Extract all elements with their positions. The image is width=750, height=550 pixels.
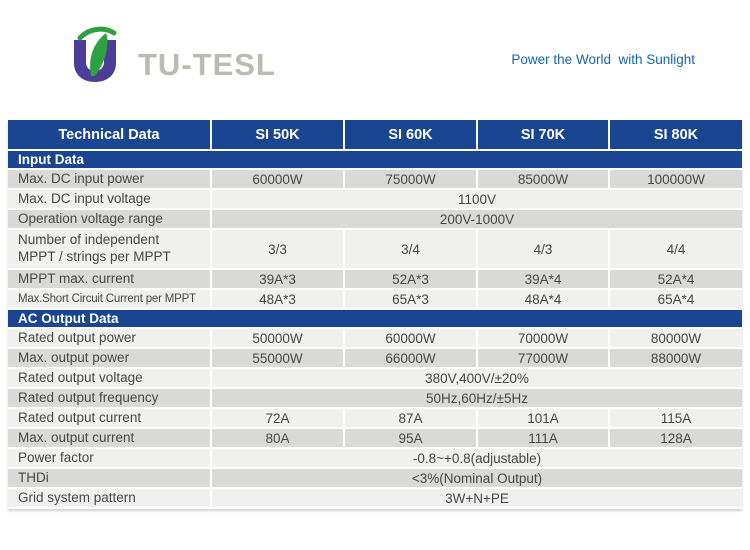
table-row: Rated output voltage 380V,400V/±20%	[8, 369, 742, 389]
value-cell: 87A	[345, 409, 478, 429]
table-row: Max. output current 80A 95A 111A 128A	[8, 429, 742, 449]
header-cell-si-80k: SI 80K	[610, 120, 742, 151]
section-row: AC Output Data	[8, 310, 742, 329]
section-label: Input Data	[8, 151, 742, 170]
span-value-cell: 200V-1000V	[212, 210, 742, 230]
span-value-cell: 50Hz,60Hz/±5Hz	[212, 389, 742, 409]
value-cell: 48A*3	[212, 290, 345, 310]
value-cell: 100000W	[610, 170, 742, 190]
value-cell: 115A	[610, 409, 742, 429]
value-cell: 80A	[212, 429, 345, 449]
brand-logo: TU-TESL	[64, 26, 276, 84]
table-row: Rated output frequency 50Hz,60Hz/±5Hz	[8, 389, 742, 409]
spec-table-container: Technical Data SI 50K SI 60K SI 70K SI 8…	[8, 120, 742, 509]
value-cell: 39A*3	[212, 270, 345, 290]
header-cell-si-70k: SI 70K	[478, 120, 610, 151]
row-label-cell: Grid system pattern	[8, 489, 212, 509]
header-cell-si-50k: SI 50K	[212, 120, 345, 151]
table-row: Power factor -0.8~+0.8(adjustable)	[8, 449, 742, 469]
row-label-cell: Number of independent MPPT / strings per…	[8, 230, 212, 270]
span-value-cell: 380V,400V/±20%	[212, 369, 742, 389]
row-label-cell: Rated output voltage	[8, 369, 212, 389]
value-cell: 70000W	[478, 329, 610, 349]
table-row: Max. output power 55000W 66000W 77000W 88000…	[8, 349, 742, 369]
value-cell: 80000W	[610, 329, 742, 349]
header-cell-technical-data: Technical Data	[8, 120, 212, 151]
value-cell: 75000W	[345, 170, 478, 190]
value-cell: 50000W	[212, 329, 345, 349]
table-row: Max.Short Circuit Current per MPPT 48A*3 6…	[8, 290, 742, 310]
value-cell: 111A	[478, 429, 610, 449]
row-label-cell: Max. output power	[8, 349, 212, 369]
row-label-cell: THDi	[8, 469, 212, 489]
table-row: Operation voltage range 200V-1000V	[8, 210, 742, 230]
value-cell: 72A	[212, 409, 345, 429]
value-cell: 128A	[610, 429, 742, 449]
value-cell: 65A*4	[610, 290, 742, 310]
row-label-cell: Operation voltage range	[8, 210, 212, 230]
table-row: Grid system pattern 3W+N+PE	[8, 489, 742, 509]
table-row: MPPT max. current 39A*3 52A*3 39A*4 52A*4	[8, 270, 742, 290]
value-cell: 52A*3	[345, 270, 478, 290]
value-cell: 60000W	[212, 170, 345, 190]
value-cell: 4/4	[610, 230, 742, 270]
row-label-cell: MPPT max. current	[8, 270, 212, 290]
value-cell: 77000W	[478, 349, 610, 369]
row-label-cell: Rated output power	[8, 329, 212, 349]
value-cell: 4/3	[478, 230, 610, 270]
value-cell: 66000W	[345, 349, 478, 369]
value-cell: 85000W	[478, 170, 610, 190]
table-row: Max. DC input voltage 1100V	[8, 190, 742, 210]
table-row: Rated output power 50000W 60000W 70000W 8000…	[8, 329, 742, 349]
brand-header: TU-TESL Power the World with Sunlight	[0, 0, 750, 120]
value-cell: 52A*4	[610, 270, 742, 290]
section-row: Input Data	[8, 151, 742, 170]
span-value-cell: 1100V	[212, 190, 742, 210]
header-cell-si-60k: SI 60K	[345, 120, 478, 151]
spec-table: Technical Data SI 50K SI 60K SI 70K SI 8…	[8, 120, 742, 509]
table-header-row: Technical Data SI 50K SI 60K SI 70K SI 8…	[8, 120, 742, 151]
value-cell: 60000W	[345, 329, 478, 349]
table-row: Max. DC input power 60000W 75000W 85000W 100…	[8, 170, 742, 190]
brand-tagline: Power the World with Sunlight	[511, 52, 695, 67]
row-label-cell: Max.Short Circuit Current per MPPT	[8, 290, 212, 310]
row-label-cell: Max. DC input power	[8, 170, 212, 190]
table-row: Rated output current 72A 87A 101A 115A	[8, 409, 742, 429]
value-cell: 48A*4	[478, 290, 610, 310]
value-cell: 55000W	[212, 349, 345, 369]
value-cell: 3/3	[212, 230, 345, 270]
value-cell: 88000W	[610, 349, 742, 369]
row-label-cell: Max. DC input voltage	[8, 190, 212, 210]
span-value-cell: <3%(Nominal Output)	[212, 469, 742, 489]
value-cell: 3/4	[345, 230, 478, 270]
row-label-cell: Rated output frequency	[8, 389, 212, 409]
value-cell: 95A	[345, 429, 478, 449]
table-row: Number of independent MPPT / strings per…	[8, 230, 742, 270]
row-label-cell: Rated output current	[8, 409, 212, 429]
span-value-cell: -0.8~+0.8(adjustable)	[212, 449, 742, 469]
row-label-cell: Power factor	[8, 449, 212, 469]
brand-logo-text: TU-TESL	[138, 47, 276, 82]
value-cell: 65A*3	[345, 290, 478, 310]
sprout-u-logo-icon	[74, 26, 117, 82]
value-cell: 101A	[478, 409, 610, 429]
table-row: THDi <3%(Nominal Output)	[8, 469, 742, 489]
row-label-cell: Max. output current	[8, 429, 212, 449]
section-label: AC Output Data	[8, 310, 742, 329]
value-cell: 39A*4	[478, 270, 610, 290]
span-value-cell: 3W+N+PE	[212, 489, 742, 509]
